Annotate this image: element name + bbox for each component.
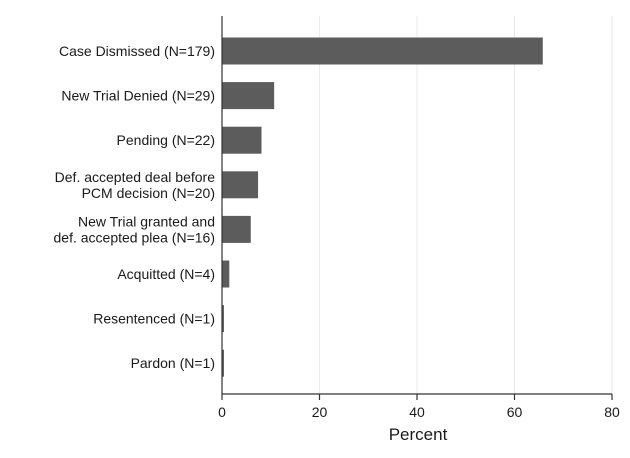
- bar-3: [222, 171, 259, 199]
- category-label-1: New Trial Denied (N=29): [61, 88, 215, 104]
- category-label-3-line-0: Def. accepted deal before: [55, 169, 216, 185]
- x-tick-label-20: 20: [312, 404, 328, 420]
- bar-1: [222, 82, 275, 110]
- x-tick-label-80: 80: [604, 404, 620, 420]
- axes: 0 20 40 60 80: [218, 16, 620, 420]
- category-label-7: Pardon (N=1): [131, 355, 215, 371]
- x-tick-label-0: 0: [218, 404, 226, 420]
- x-tick-label-40: 40: [409, 404, 425, 420]
- bar-4: [222, 215, 251, 243]
- bars: [222, 37, 543, 377]
- category-labels: Case Dismissed (N=179) New Trial Denied (…: [54, 43, 216, 371]
- category-label-4-line-1: def. accepted plea (N=16): [54, 229, 216, 245]
- bar-7: [222, 349, 224, 377]
- category-label-3-line-1: PCM decision (N=20): [82, 185, 215, 201]
- category-label-5: Acquitted (N=4): [117, 266, 215, 282]
- x-tick-label-60: 60: [507, 404, 523, 420]
- category-label-6: Resentenced (N=1): [93, 311, 215, 327]
- bar-0: [222, 37, 543, 65]
- bar-2: [222, 126, 262, 154]
- gridlines: [319, 16, 613, 394]
- category-label-2: Pending (N=22): [117, 132, 215, 148]
- bar-5: [222, 260, 230, 288]
- x-axis-title: Percent: [389, 425, 448, 444]
- category-label-4-line-0: New Trial granted and: [78, 213, 215, 229]
- bar-6: [222, 305, 224, 333]
- category-label-0: Case Dismissed (N=179): [59, 43, 215, 59]
